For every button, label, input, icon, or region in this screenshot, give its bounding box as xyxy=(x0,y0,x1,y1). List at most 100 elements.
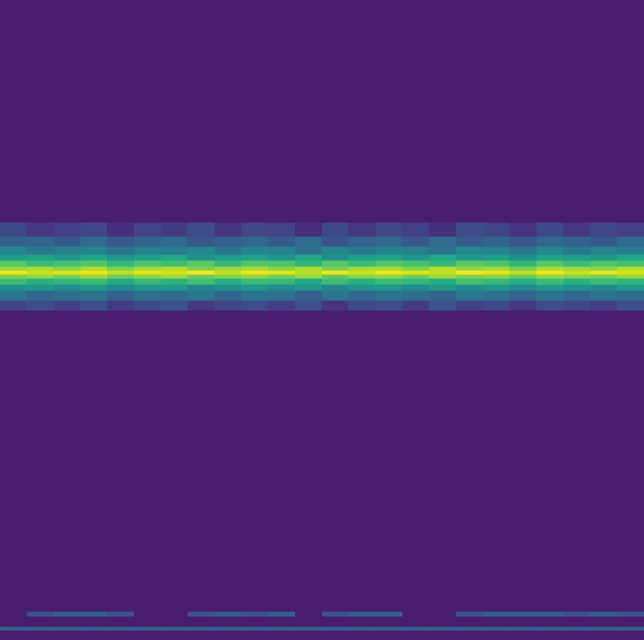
heatmap-cell xyxy=(188,270,215,274)
heatmap-cell xyxy=(295,222,322,236)
heatmap-cell xyxy=(376,284,403,290)
heatmap-cell xyxy=(134,236,161,246)
heatmap-cell xyxy=(242,266,269,270)
heatmap-cell xyxy=(161,630,188,640)
heatmap-cell xyxy=(134,611,161,616)
heatmap-cell xyxy=(161,626,188,630)
heatmap-cell xyxy=(0,246,27,254)
heatmap-cell xyxy=(429,0,456,222)
heatmap-cell xyxy=(107,290,134,300)
heatmap-cell xyxy=(107,254,134,260)
heatmap-cell xyxy=(483,274,510,278)
heatmap-cell xyxy=(376,300,403,310)
heatmap-cell xyxy=(322,274,349,278)
heatmap-cell xyxy=(590,290,617,300)
heatmap-cell xyxy=(107,0,134,222)
heatmap-cell xyxy=(268,0,295,222)
heatmap-cell xyxy=(349,274,376,278)
heatmap-cell xyxy=(27,278,54,284)
heatmap-cell xyxy=(349,246,376,254)
heatmap-cell xyxy=(161,236,188,246)
heatmap-cell xyxy=(376,236,403,246)
heatmap-cell xyxy=(215,266,242,270)
heatmap-cell xyxy=(349,616,376,626)
heatmap-cell xyxy=(456,274,483,278)
heatmap-cell xyxy=(537,284,564,290)
heatmap-cell xyxy=(134,310,161,611)
heatmap-cell xyxy=(161,274,188,278)
heatmap-cell xyxy=(429,270,456,274)
heatmap-cell xyxy=(322,284,349,290)
heatmap-cell xyxy=(590,246,617,254)
heatmap-cell xyxy=(242,246,269,254)
heatmap-cell xyxy=(81,616,108,626)
heatmap-cell xyxy=(188,616,215,626)
heatmap-cell xyxy=(483,260,510,266)
heatmap-cell xyxy=(564,270,591,274)
heatmap-cell xyxy=(81,0,108,222)
heatmap-cell xyxy=(215,278,242,284)
heatmap-cell xyxy=(161,254,188,260)
heatmap-cell xyxy=(188,0,215,222)
heatmap-cell xyxy=(27,626,54,630)
heatmap-cell xyxy=(242,236,269,246)
heatmap-cell xyxy=(564,310,591,611)
heatmap-cell xyxy=(322,236,349,246)
heatmap-cell xyxy=(429,266,456,270)
heatmap-cell xyxy=(429,274,456,278)
heatmap-cell xyxy=(537,270,564,274)
heatmap-cell xyxy=(537,630,564,640)
heatmap-cell xyxy=(161,284,188,290)
heatmap-cell xyxy=(510,290,537,300)
heatmap-cell xyxy=(322,270,349,274)
heatmap-cell xyxy=(161,278,188,284)
heatmap-cell xyxy=(617,274,644,278)
heatmap-cell xyxy=(268,236,295,246)
heatmap-cell xyxy=(590,300,617,310)
heatmap-cell xyxy=(81,270,108,274)
heatmap-cell xyxy=(322,246,349,254)
heatmap-cell xyxy=(349,270,376,274)
heatmap-cell xyxy=(349,254,376,260)
heatmap-cell xyxy=(188,626,215,630)
heatmap-cell xyxy=(295,278,322,284)
heatmap-cell xyxy=(537,290,564,300)
heatmap-cell xyxy=(537,266,564,270)
heatmap-cell xyxy=(376,611,403,616)
heatmap-cell xyxy=(215,274,242,278)
heatmap-cell xyxy=(403,246,430,254)
heatmap-cell xyxy=(456,616,483,626)
heatmap-cell xyxy=(188,236,215,246)
heatmap-cell xyxy=(376,260,403,266)
heatmap-cell xyxy=(268,616,295,626)
heatmap-cell xyxy=(590,284,617,290)
heatmap-cell xyxy=(54,270,81,274)
heatmap-cell xyxy=(429,222,456,236)
heatmap-cell xyxy=(268,284,295,290)
heatmap-cell xyxy=(590,236,617,246)
heatmap-cell xyxy=(456,626,483,630)
heatmap-cell xyxy=(0,300,27,310)
heatmap-cell xyxy=(590,270,617,274)
heatmap-cell xyxy=(403,236,430,246)
heatmap-cell xyxy=(134,290,161,300)
heatmap-cell xyxy=(54,630,81,640)
heatmap-cell xyxy=(322,616,349,626)
heatmap-cell xyxy=(376,274,403,278)
heatmap-cell xyxy=(188,284,215,290)
heatmap-cell xyxy=(188,246,215,254)
heatmap-cell xyxy=(403,0,430,222)
heatmap-cell xyxy=(134,300,161,310)
heatmap-cell xyxy=(107,626,134,630)
heatmap-cell xyxy=(134,254,161,260)
heatmap-cell xyxy=(376,246,403,254)
heatmap-cell xyxy=(27,290,54,300)
heatmap-cell xyxy=(107,278,134,284)
heatmap-cell xyxy=(134,222,161,236)
heatmap-cell xyxy=(268,270,295,274)
heatmap-cell xyxy=(81,266,108,270)
heatmap-cell xyxy=(376,310,403,611)
heatmap-cell xyxy=(456,246,483,254)
heatmap-cell xyxy=(564,0,591,222)
heatmap-cell xyxy=(510,310,537,611)
